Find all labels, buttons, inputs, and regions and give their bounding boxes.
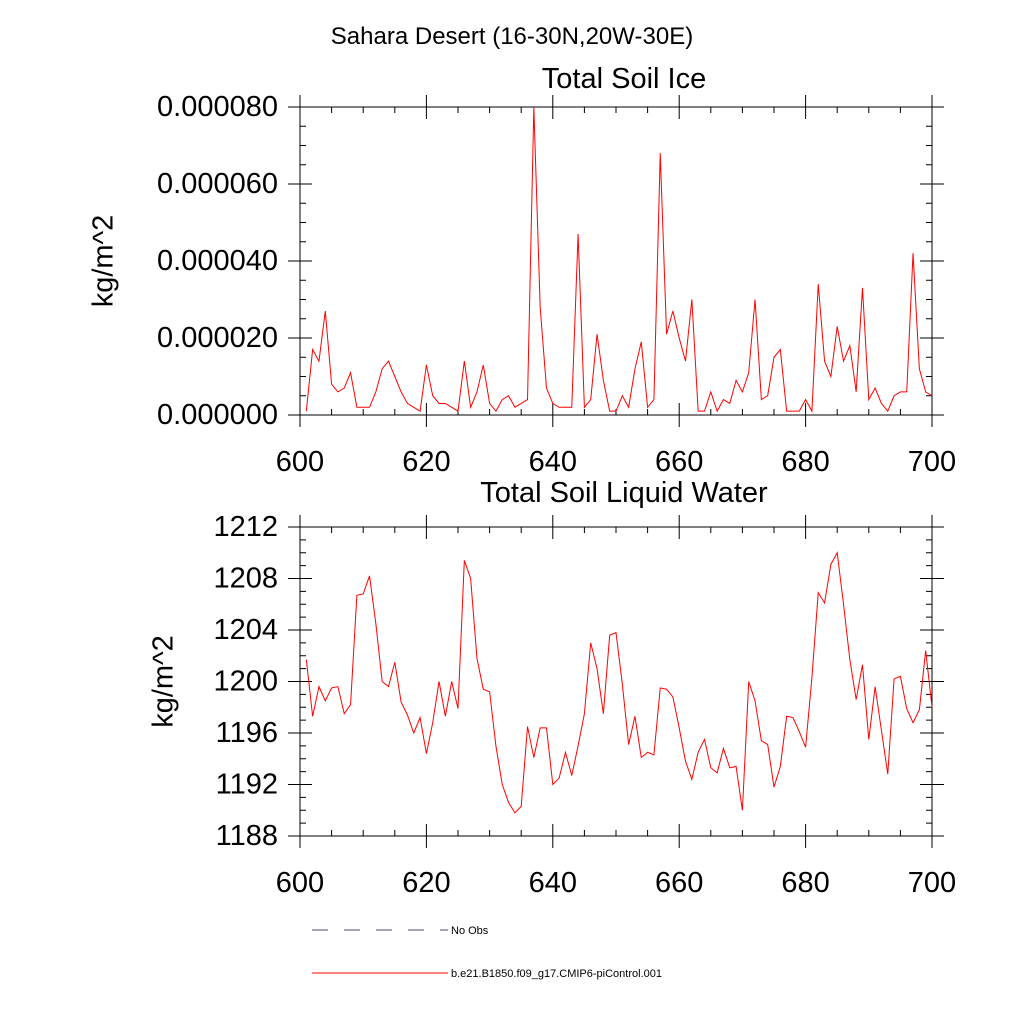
x-tick-label: 680 xyxy=(781,867,829,899)
x-tick-label: 700 xyxy=(908,867,956,899)
x-tick-label: 620 xyxy=(402,446,450,478)
chart-title: Total Soil Ice xyxy=(542,63,706,95)
series-line xyxy=(305,551,933,814)
chart-panel-1: Total Soil Ice kg/m^2 600 620 640 660 680 700 0.… xyxy=(88,63,957,478)
legend-label: No Obs xyxy=(451,925,489,937)
x-tick-label: 640 xyxy=(529,867,577,899)
legend-item: b.e21.B1850.f09_g17.CMIP6-piControl.001 xyxy=(312,968,662,980)
y-tick-label: 1212 xyxy=(213,511,278,543)
legend-label: b.e21.B1850.f09_g17.CMIP6-piControl.001 xyxy=(451,968,662,980)
legend-item: No Obs xyxy=(312,925,489,937)
y-tick-label: 1196 xyxy=(216,717,278,749)
x-tick-label: 600 xyxy=(276,867,324,899)
y-tick-label: 1188 xyxy=(216,820,278,852)
y-tick-label: 1204 xyxy=(213,614,278,646)
x-tick-label: 660 xyxy=(655,867,703,899)
y-axis-label: kg/m^2 xyxy=(88,215,120,308)
x-tick-label: 680 xyxy=(781,446,829,478)
x-tick-label: 600 xyxy=(276,446,324,478)
y-tick-label: 0.000080 xyxy=(157,91,278,123)
y-tick-label: 1208 xyxy=(213,563,278,595)
y-tick-label: 0.000040 xyxy=(157,245,278,277)
y-axis-label: kg/m^2 xyxy=(148,635,180,728)
series-line xyxy=(305,106,933,413)
x-tick-label: 700 xyxy=(908,446,956,478)
chart-title: Total Soil Liquid Water xyxy=(480,477,768,509)
x-tick-label: 640 xyxy=(529,446,577,478)
plot-frame xyxy=(299,106,933,416)
y-tick-label: 0.000000 xyxy=(157,399,278,431)
y-tick-label: 0.000060 xyxy=(157,168,278,200)
legend: No Obs b.e21.B1850.f09_g17.CMIP6-piContro… xyxy=(312,925,662,980)
chart-panels: Total Soil Ice kg/m^2 600 620 640 660 680 700 0.… xyxy=(88,63,957,899)
y-tick-label: 1192 xyxy=(216,769,278,801)
x-tick-label: 660 xyxy=(655,446,703,478)
chart-panel-2: Total Soil Liquid Water kg/m^2 600 620 640 66… xyxy=(148,477,957,899)
x-tick-label: 620 xyxy=(402,867,450,899)
y-tick-label: 0.000020 xyxy=(157,322,278,354)
page-title: Sahara Desert (16-30N,20W-30E) xyxy=(331,23,693,50)
y-tick-label: 1200 xyxy=(213,666,278,698)
plot-frame xyxy=(299,526,933,837)
